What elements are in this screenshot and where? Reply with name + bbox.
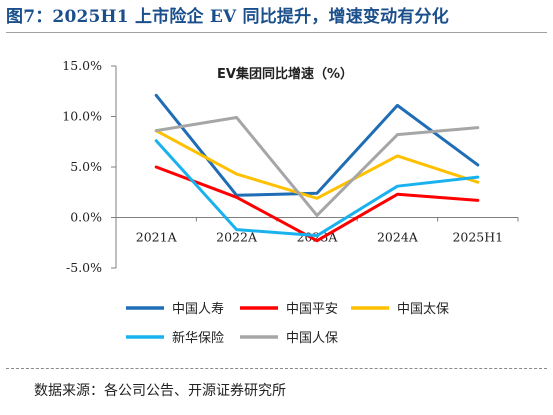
chart-title: EV集团同比增速（%） (217, 66, 353, 82)
chart-axes: 15.0%10.0%5.0%0.0%-5.0%2021A 2022A 2023A 20… (62, 58, 519, 275)
y-tick-label: 5.0% (70, 159, 102, 174)
source-divider (6, 368, 547, 369)
x-tick-label: 2022A (216, 230, 258, 245)
chart-series (154, 93, 480, 243)
ev-growth-line-chart: 15.0%10.0%5.0%0.0%-5.0%2021A 2022A 2023A 20… (62, 58, 519, 346)
x-tick-label: 2024A (377, 230, 419, 245)
y-tick-label: -5.0% (66, 260, 102, 275)
title-divider (6, 32, 547, 33)
figure-title: 图7：2025H1 上市险企 EV 同比提升，增速变动有分化 (6, 7, 449, 27)
x-tick-label: 2021A (136, 230, 178, 245)
legend-label: 中国人寿 (172, 302, 224, 317)
legend-label: 中国平安 (286, 302, 338, 317)
series-line (154, 139, 480, 238)
y-tick-label: 0.0% (70, 210, 102, 225)
legend-label: 新华保险 (172, 330, 224, 346)
series-line (154, 129, 480, 200)
source-note: 数据来源：各公司公告、开源证券研究所 (34, 383, 286, 399)
y-tick-label: 15.0% (62, 58, 102, 73)
legend-label: 中国太保 (397, 302, 449, 317)
x-tick-label: 2025H1 (452, 230, 503, 245)
legend-label: 中国人保 (286, 331, 338, 346)
series-line (154, 93, 480, 197)
y-tick-label: 10.0% (62, 109, 102, 124)
series-line (154, 165, 480, 243)
series-line (154, 116, 480, 217)
